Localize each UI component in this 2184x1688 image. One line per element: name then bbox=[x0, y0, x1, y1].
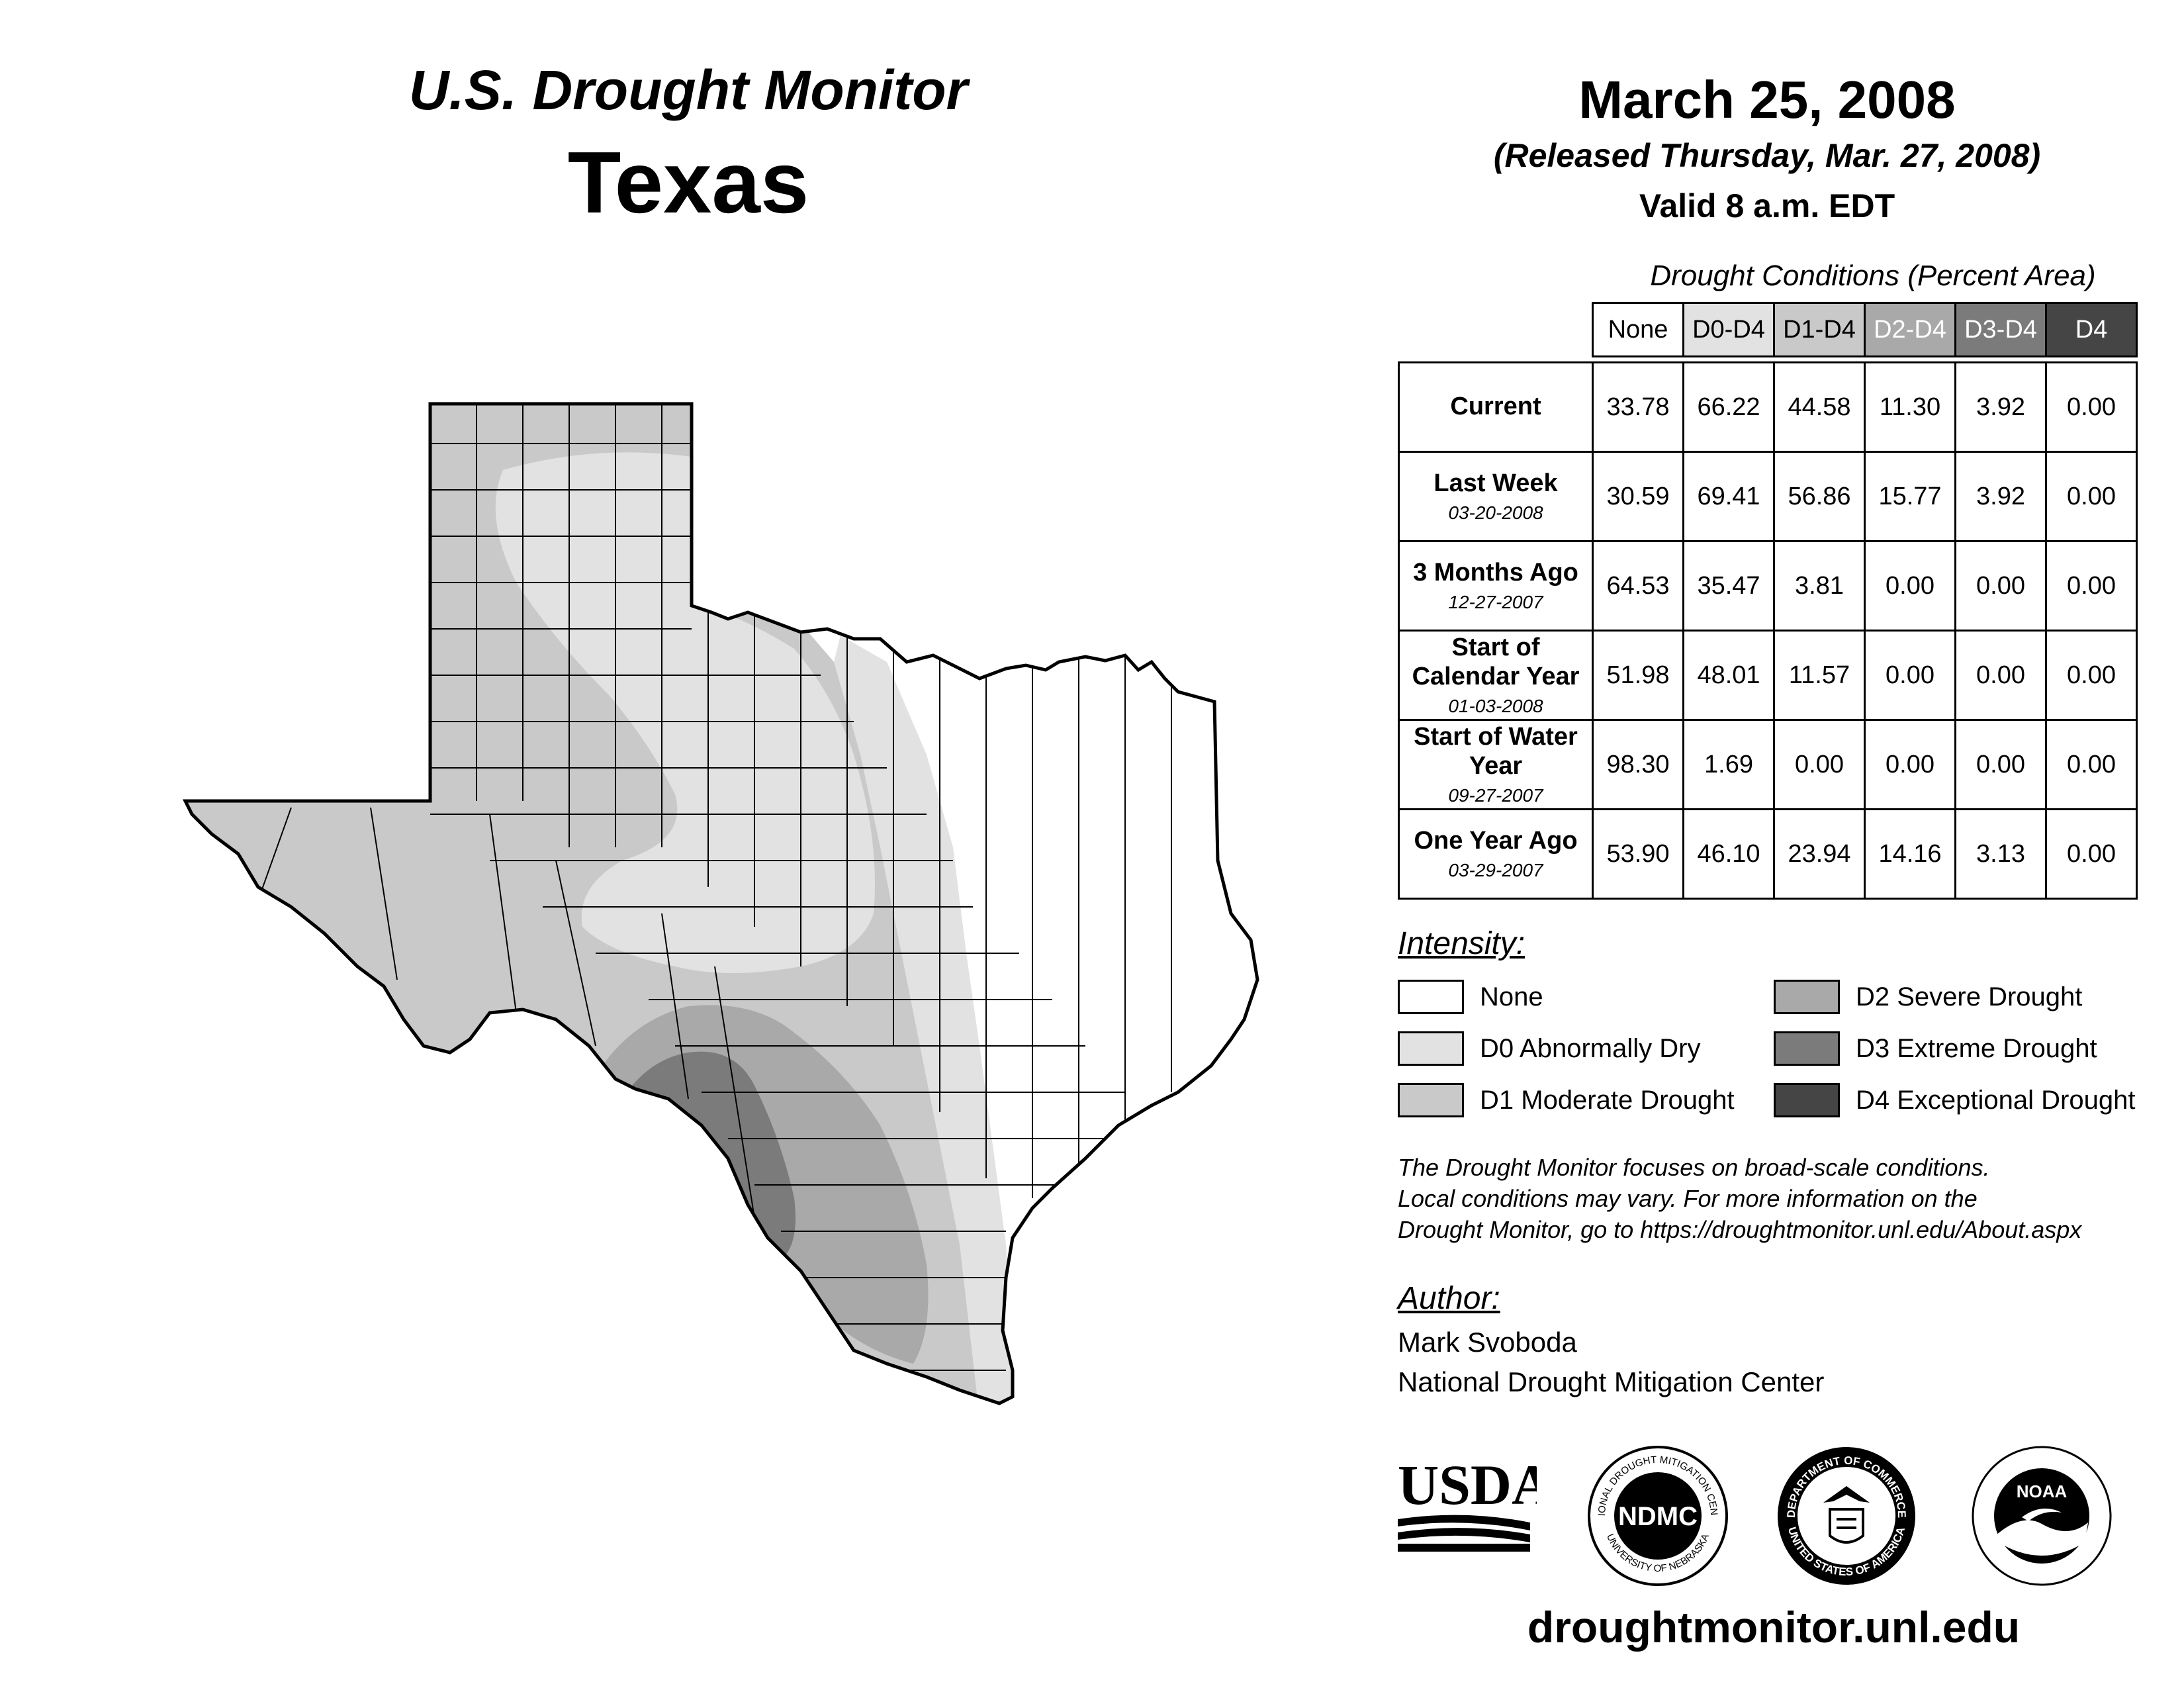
table-cell: 1.69 bbox=[1682, 719, 1775, 810]
table-cell: 51.98 bbox=[1592, 630, 1684, 721]
map-title: U.S. Drought Monitor bbox=[408, 59, 968, 121]
table-cell: 98.30 bbox=[1592, 719, 1684, 810]
legend-item-d3: D3 Extreme Drought bbox=[1774, 1030, 2097, 1067]
release-date: (Released Thursday, Mar. 27, 2008) bbox=[1493, 137, 2041, 174]
table-cell: 0.00 bbox=[2045, 808, 2138, 900]
col-header: D0-D4 bbox=[1682, 302, 1775, 357]
table-cell: 14.16 bbox=[1864, 808, 1956, 900]
table-row: Start of Water Year 09-27-2007 98.30 1.69… bbox=[1398, 719, 2138, 810]
table-cell: 3.92 bbox=[1954, 451, 2047, 542]
state-name: Texas bbox=[567, 134, 809, 231]
legend-item-d0: D0 Abnormally Dry bbox=[1398, 1030, 1700, 1067]
noaa-logo: NOAA bbox=[1972, 1446, 2112, 1586]
legend-swatch bbox=[1774, 1083, 1840, 1117]
legend-swatch bbox=[1774, 1031, 1840, 1066]
table-cell: 0.00 bbox=[1954, 719, 2047, 810]
table-cell: 0.00 bbox=[1773, 719, 1866, 810]
row-label: Start of Calendar Year 01-03-2008 bbox=[1398, 630, 1594, 721]
col-header: None bbox=[1592, 302, 1684, 357]
col-header: D2-D4 bbox=[1864, 302, 1956, 357]
table-cell: 0.00 bbox=[2045, 540, 2138, 632]
table-cell: 56.86 bbox=[1773, 451, 1866, 542]
table-cell: 0.00 bbox=[1864, 540, 1956, 632]
legend-swatch bbox=[1398, 1083, 1464, 1117]
table-cell: 23.94 bbox=[1773, 808, 1866, 900]
table-cell: 15.77 bbox=[1864, 451, 1956, 542]
author-name: Mark Svoboda bbox=[1398, 1327, 1577, 1358]
ndmc-logo: NATIONAL DROUGHT MITIGATION CENTER UNIVE… bbox=[1585, 1443, 1728, 1586]
website-link[interactable]: droughtmonitor.unl.edu bbox=[1527, 1603, 2021, 1652]
legend-item-d1: D1 Moderate Drought bbox=[1398, 1082, 1735, 1119]
legend-title: Intensity: bbox=[1398, 926, 1525, 961]
legend-swatch bbox=[1774, 980, 1840, 1014]
table-cell: 11.30 bbox=[1864, 361, 1956, 453]
table-cell: 0.00 bbox=[2045, 630, 2138, 721]
table-row: 3 Months Ago 12-27-2007 64.53 35.47 3.81 … bbox=[1398, 540, 2138, 632]
usda-logo-text: USDA bbox=[1398, 1456, 1537, 1517]
drought-conditions-table: None D0-D4 D1-D4 D2-D4 D3-D4 D4 Current … bbox=[1398, 302, 2138, 900]
col-header: D1-D4 bbox=[1773, 302, 1866, 357]
table-cell: 3.92 bbox=[1954, 361, 2047, 453]
table-cell: 11.57 bbox=[1773, 630, 1866, 721]
row-label: Current bbox=[1398, 361, 1594, 453]
table-cell: 3.81 bbox=[1773, 540, 1866, 632]
noaa-logo-text: NOAA bbox=[2017, 1481, 2068, 1501]
map-date: March 25, 2008 bbox=[1578, 70, 1956, 129]
table-cell: 66.22 bbox=[1682, 361, 1775, 453]
table-cell: 64.53 bbox=[1592, 540, 1684, 632]
row-label: One Year Ago 03-29-2007 bbox=[1398, 808, 1594, 900]
legend-swatch bbox=[1398, 1031, 1464, 1066]
table-cell: 0.00 bbox=[1864, 719, 1956, 810]
table-cell: 53.90 bbox=[1592, 808, 1684, 900]
row-label: Last Week 03-20-2008 bbox=[1398, 451, 1594, 542]
usda-logo: USDA bbox=[1398, 1456, 1537, 1552]
table-cell: 44.58 bbox=[1773, 361, 1866, 453]
table-cell: 35.47 bbox=[1682, 540, 1775, 632]
table-cell: 3.13 bbox=[1954, 808, 2047, 900]
legend-swatch bbox=[1398, 980, 1464, 1014]
author-heading: Author: bbox=[1398, 1281, 1500, 1316]
table-row: Current 33.78 66.22 44.58 11.30 3.92 0.0… bbox=[1398, 361, 2138, 453]
legend-item-none: None bbox=[1398, 978, 1543, 1015]
col-header: D4 bbox=[2045, 302, 2138, 357]
table-row: Start of Calendar Year 01-03-2008 51.98 4… bbox=[1398, 630, 2138, 721]
legend-item-d2: D2 Severe Drought bbox=[1774, 978, 2082, 1015]
header-blank bbox=[1398, 303, 1594, 357]
table-cell: 69.41 bbox=[1682, 451, 1775, 542]
table-cell: 0.00 bbox=[1954, 540, 2047, 632]
table-cell: 0.00 bbox=[2045, 451, 2138, 542]
legend-item-d4: D4 Exceptional Drought bbox=[1774, 1082, 2135, 1119]
disclaimer-note: The Drought Monitor focuses on broad-sca… bbox=[1398, 1154, 2082, 1243]
table-cell: 48.01 bbox=[1682, 630, 1775, 721]
table-header-row: None D0-D4 D1-D4 D2-D4 D3-D4 D4 bbox=[1398, 302, 2138, 357]
table-cell: 33.78 bbox=[1592, 361, 1684, 453]
ndmc-logo-text: NDMC bbox=[1618, 1502, 1698, 1531]
table-cell: 0.00 bbox=[2045, 719, 2138, 810]
texas-drought-map bbox=[182, 402, 1259, 1405]
table-row: One Year Ago 03-29-2007 53.90 46.10 23.94… bbox=[1398, 808, 2138, 900]
table-cell: 30.59 bbox=[1592, 451, 1684, 542]
commerce-seal: DEPARTMENT OF COMMERCE UNITED STATES OF … bbox=[1778, 1447, 1915, 1585]
row-label: 3 Months Ago 12-27-2007 bbox=[1398, 540, 1594, 632]
table-cell: 0.00 bbox=[1954, 630, 2047, 721]
table-caption: Drought Conditions (Percent Area) bbox=[1650, 259, 2096, 292]
row-label: Start of Water Year 09-27-2007 bbox=[1398, 719, 1594, 810]
table-cell: 0.00 bbox=[2045, 361, 2138, 453]
table-row: Last Week 03-20-2008 30.59 69.41 56.86 15… bbox=[1398, 451, 2138, 542]
table-cell: 46.10 bbox=[1682, 808, 1775, 900]
table-cell: 0.00 bbox=[1864, 630, 1956, 721]
col-header: D3-D4 bbox=[1954, 302, 2047, 357]
valid-time: Valid 8 a.m. EDT bbox=[1639, 187, 1895, 224]
author-org: National Drought Mitigation Center bbox=[1398, 1366, 1825, 1397]
